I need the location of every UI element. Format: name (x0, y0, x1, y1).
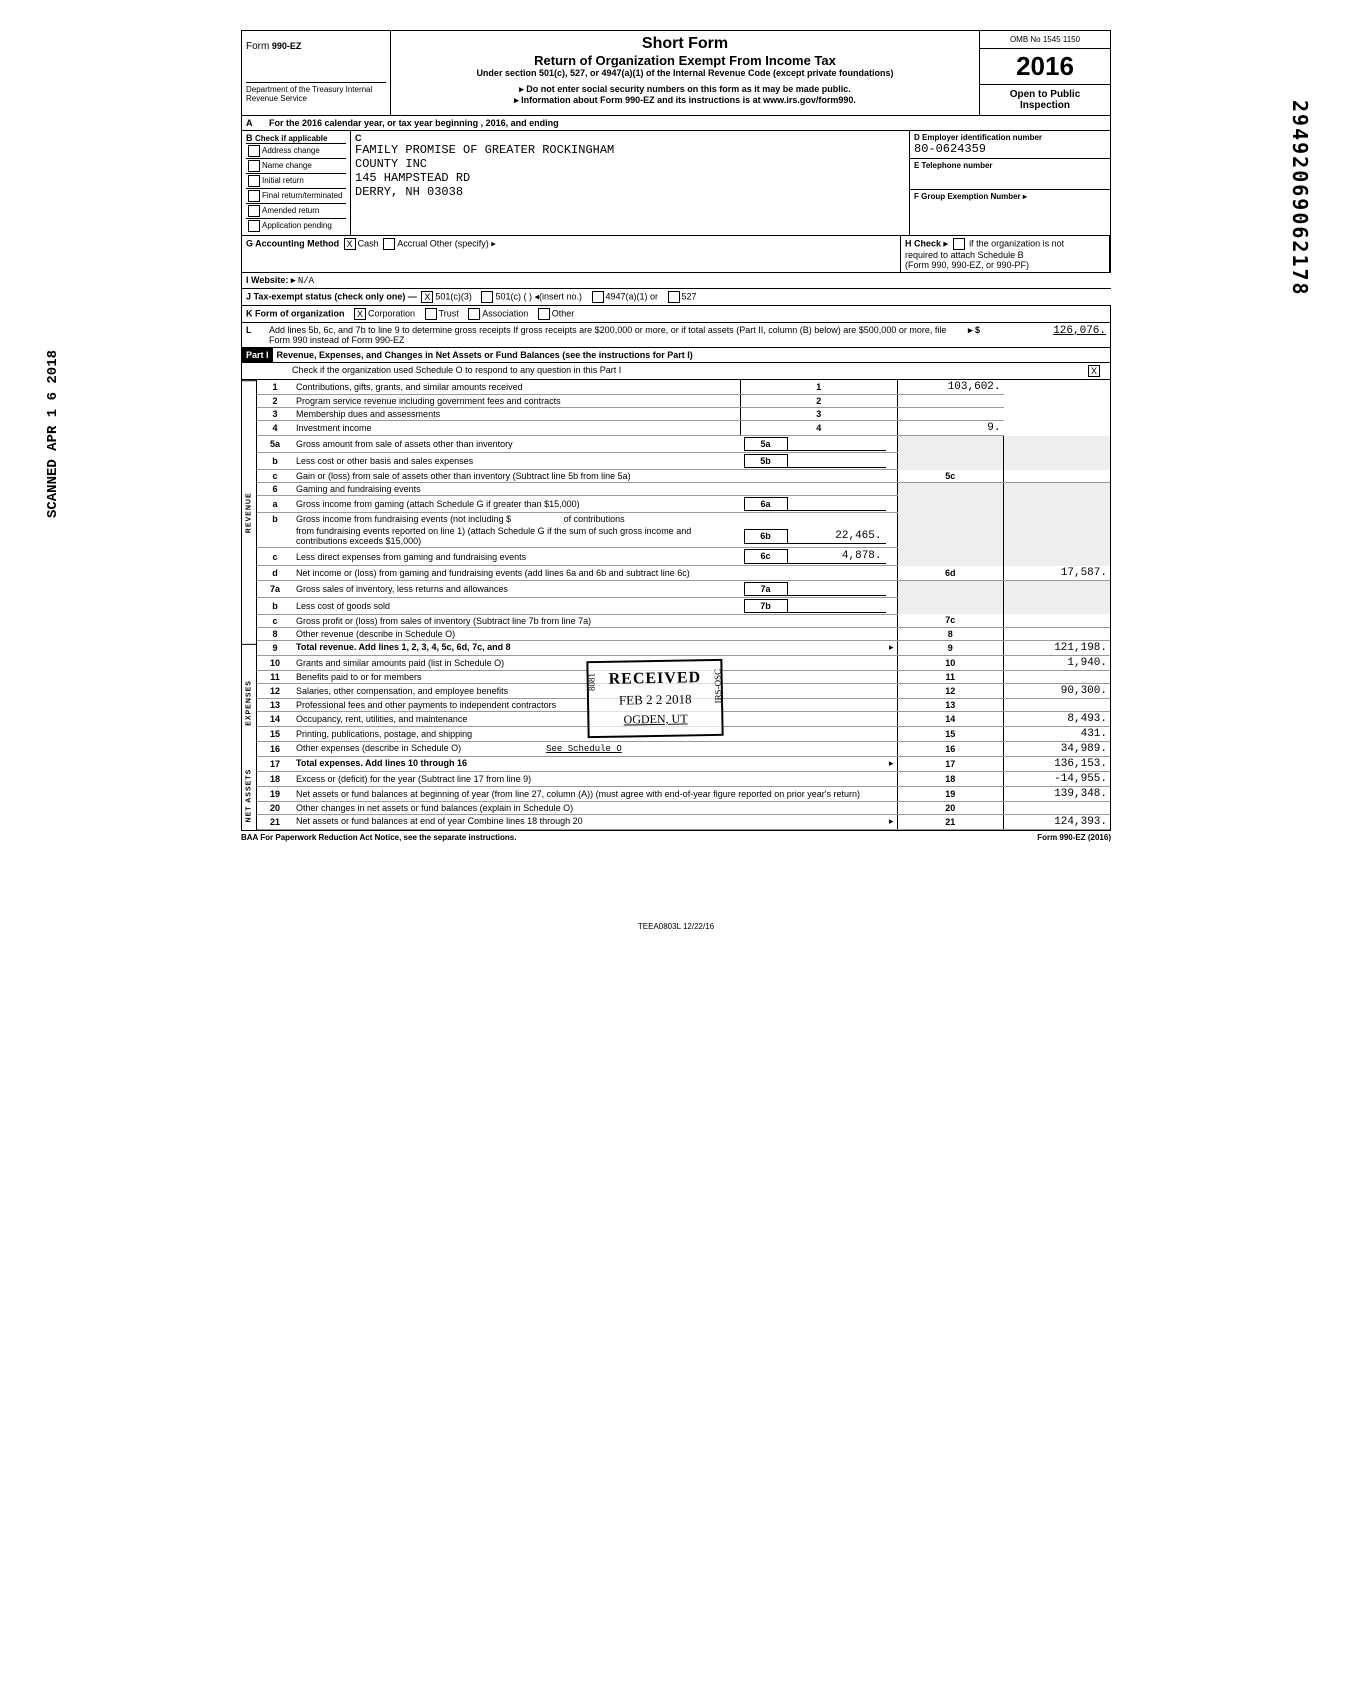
side-revenue: REVENUE (242, 380, 256, 644)
ein: 80-0624359 (914, 142, 1106, 156)
line-k: K Form of organization XCorporation Trus… (241, 306, 1111, 323)
line-a: A For the 2016 calendar year, or tax yea… (241, 116, 1111, 131)
cb-app-pending[interactable] (248, 220, 260, 232)
website: N/A (298, 276, 314, 286)
org-name-2: COUNTY INC (355, 157, 905, 171)
cb-corp[interactable]: X (354, 308, 366, 320)
line-1: 1Contributions, gifts, grants, and simil… (257, 380, 1110, 395)
label-group-exempt: F Group Exemption Number ▸ (914, 192, 1106, 201)
line-7c: cGross profit or (loss) from sales of in… (257, 614, 1110, 627)
line-21: 21Net assets or fund balances at end of … (257, 814, 1110, 829)
cb-schedule-o[interactable]: X (1088, 365, 1100, 377)
open-public: Open to Public Inspection (980, 85, 1110, 115)
cb-527[interactable] (668, 291, 680, 303)
line-6d: dNet income or (loss) from gaming and fu… (257, 566, 1110, 581)
part1-header: Part I Revenue, Expenses, and Changes in… (241, 348, 1111, 363)
line-7a: 7aGross sales of inventory, less returns… (257, 580, 1110, 597)
tax-year: 2016 (980, 49, 1110, 85)
org-addr-1: 145 HAMPSTEAD RD (355, 171, 905, 185)
line-2: 2Program service revenue including gover… (257, 395, 1110, 408)
line-6: 6Gaming and fundraising events (257, 483, 1110, 496)
subtitle: Under section 501(c), 527, or 4947(a)(1)… (401, 68, 969, 78)
line-i: I Website: ▸ N/A (241, 273, 1111, 289)
line-g-h: G Accounting Method XCash Accrual Other … (241, 236, 1111, 273)
cb-sched-b[interactable] (953, 238, 965, 250)
title-short-form: Short Form (401, 35, 969, 53)
line-5c: cGain or (loss) from sale of assets othe… (257, 470, 1110, 483)
line-l: L Add lines 5b, 6c, and 7b to line 9 to … (241, 323, 1111, 348)
cb-address-change[interactable] (248, 145, 260, 157)
org-addr-2: DERRY, NH 03038 (355, 185, 905, 199)
side-expenses: EXPENSES (242, 644, 256, 761)
dept-treasury: Department of the Treasury Internal Reve… (246, 82, 386, 103)
line-7b: bLess cost of goods sold7b (257, 597, 1110, 614)
barcode-number: 29492069062178 (1288, 100, 1312, 297)
warning-ssn: ▸ Do not enter social security numbers o… (401, 84, 969, 95)
line-5a: 5aGross amount from sale of assets other… (257, 436, 1110, 453)
form-number: 990-EZ (272, 41, 302, 51)
form-990ez: Form 990-EZ Department of the Treasury I… (241, 30, 1111, 931)
line-6a: aGross income from gaming (attach Schedu… (257, 496, 1110, 513)
line-4: 4Investment income49. (257, 421, 1110, 436)
form-header: Form 990-EZ Department of the Treasury I… (241, 30, 1111, 116)
line-20: 20Other changes in net assets or fund ba… (257, 801, 1110, 814)
footer: BAA For Paperwork Reduction Act Notice, … (241, 831, 1111, 842)
cb-amended[interactable] (248, 205, 260, 217)
cb-501c[interactable] (481, 291, 493, 303)
info-url: ▸ Information about Form 990-EZ and its … (401, 95, 969, 106)
line-9: 9Total revenue. Add lines 1, 2, 3, 4, 5c… (257, 640, 1110, 655)
side-netassets: NET ASSETS (242, 761, 256, 829)
line-8: 8Other revenue (describe in Schedule O)8 (257, 627, 1110, 640)
footer-left: BAA For Paperwork Reduction Act Notice, … (241, 833, 516, 842)
cb-trust[interactable] (425, 308, 437, 320)
line-6b: bGross income from fundraising events (n… (257, 513, 1110, 526)
cb-assoc[interactable] (468, 308, 480, 320)
line-5b: bLess cost or other basis and sales expe… (257, 453, 1110, 470)
line-17: 17Total expenses. Add lines 10 through 1… (257, 756, 1110, 771)
label-ein: D Employer identification number (914, 133, 1106, 142)
cb-accrual[interactable] (383, 238, 395, 250)
cb-4947[interactable] (592, 291, 604, 303)
line-16: 16Other expenses (describe in Schedule O… (257, 741, 1110, 756)
cb-final-return[interactable] (248, 190, 260, 202)
lines-table: 1Contributions, gifts, grants, and simil… (257, 380, 1110, 830)
line-19: 19Net assets or fund balances at beginni… (257, 786, 1110, 801)
cb-501c3[interactable]: X (421, 291, 433, 303)
form-label: Form (246, 41, 269, 52)
scanned-stamp: SCANNED APR 1 6 2018 (45, 350, 61, 518)
org-name-1: FAMILY PROMISE OF GREATER ROCKINGHAM (355, 143, 905, 157)
cb-cash[interactable]: X (344, 238, 356, 250)
cb-initial-return[interactable] (248, 175, 260, 187)
part1-body: REVENUE EXPENSES NET ASSETS 1Contributio… (241, 380, 1111, 831)
cb-other-org[interactable] (538, 308, 550, 320)
received-stamp: 8081 RECEIVED FEB 2 2 2018 OGDEN, UT IRS… (586, 659, 724, 738)
line-6c: cLess direct expenses from gaming and fu… (257, 548, 1110, 566)
gross-receipts: 126,076. (1002, 323, 1110, 347)
label-phone: E Telephone number (914, 161, 1106, 170)
footer-center: TEEA0803L 12/22/16 (241, 922, 1111, 931)
omb-number: OMB No 1545 1150 (980, 31, 1110, 49)
entity-block: B Check if applicable Address change Nam… (241, 131, 1111, 236)
line-j: J Tax-exempt status (check only one) — X… (241, 289, 1111, 306)
line-3: 3Membership dues and assessments3 (257, 408, 1110, 421)
title-return: Return of Organization Exempt From Incom… (401, 53, 969, 68)
line-18: 18Excess or (deficit) for the year (Subt… (257, 771, 1110, 786)
part1-check: Check if the organization used Schedule … (241, 363, 1111, 380)
cb-name-change[interactable] (248, 160, 260, 172)
footer-right: Form 990-EZ (2016) (1037, 833, 1111, 842)
